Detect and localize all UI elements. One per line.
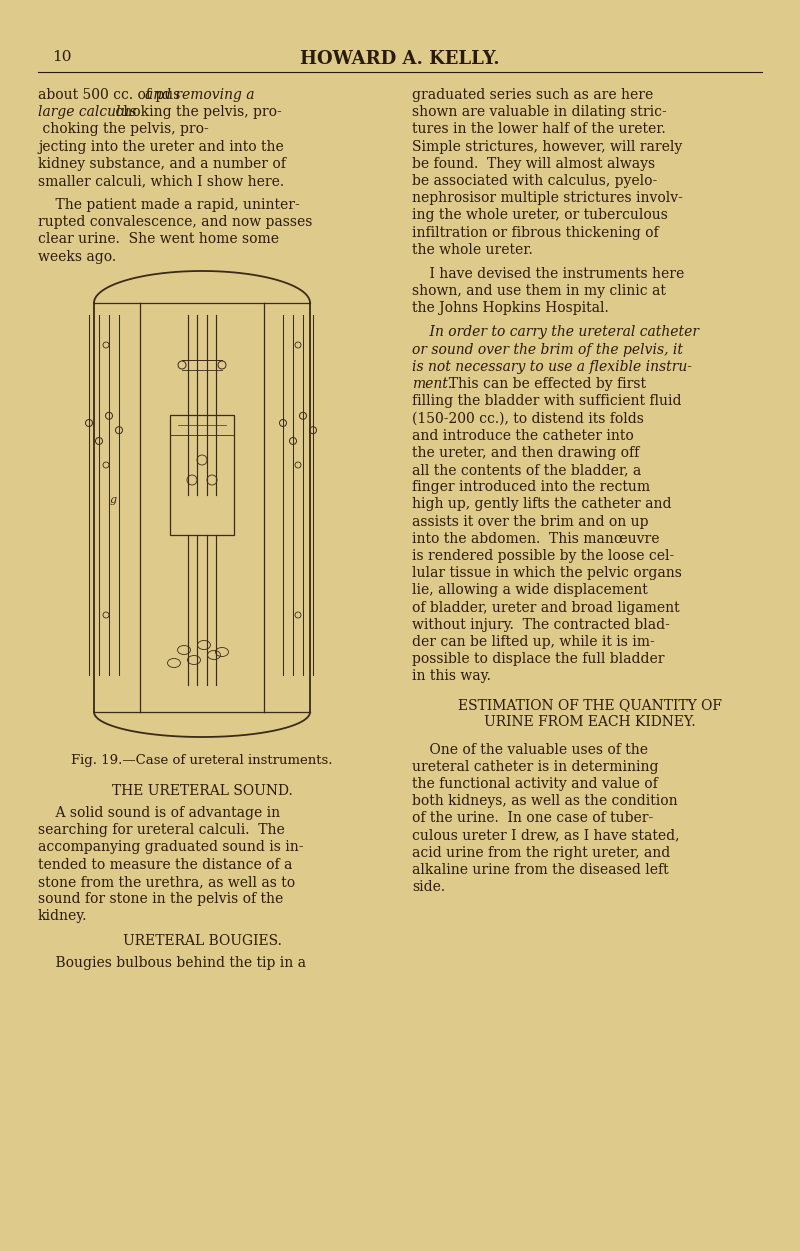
Text: the ureter, and then drawing off: the ureter, and then drawing off: [412, 445, 639, 460]
Text: ureteral catheter is in determining: ureteral catheter is in determining: [412, 759, 658, 774]
Text: and introduce the catheter into: and introduce the catheter into: [412, 429, 634, 443]
Text: about 500 cc. of pus: about 500 cc. of pus: [38, 88, 185, 103]
Text: the whole ureter.: the whole ureter.: [412, 243, 533, 256]
Text: One of the valuable uses of the: One of the valuable uses of the: [412, 743, 648, 757]
Text: ing the whole ureter, or tuberculous: ing the whole ureter, or tuberculous: [412, 209, 668, 223]
Text: infiltration or fibrous thickening of: infiltration or fibrous thickening of: [412, 225, 658, 240]
Text: acid urine from the right ureter, and: acid urine from the right ureter, and: [412, 846, 670, 859]
Text: of the urine.  In one case of tuber-: of the urine. In one case of tuber-: [412, 812, 654, 826]
Text: side.: side.: [412, 881, 445, 894]
Text: be associated with calculus, pyelo-: be associated with calculus, pyelo-: [412, 174, 658, 188]
Text: smaller calculi, which I show here.: smaller calculi, which I show here.: [38, 174, 284, 188]
Text: sound for stone in the pelvis of the: sound for stone in the pelvis of the: [38, 892, 283, 906]
Text: culous ureter I drew, as I have stated,: culous ureter I drew, as I have stated,: [412, 828, 679, 843]
Text: g: g: [110, 495, 117, 505]
Text: choking the pelvis, pro-: choking the pelvis, pro-: [38, 123, 209, 136]
Text: I have devised the instruments here: I have devised the instruments here: [412, 266, 684, 281]
Text: or sound over the brim of the pelvis, it: or sound over the brim of the pelvis, it: [412, 343, 683, 357]
Text: all the contents of the bladder, a: all the contents of the bladder, a: [412, 463, 642, 477]
Text: filling the bladder with sufficient fluid: filling the bladder with sufficient flui…: [412, 394, 682, 408]
Bar: [170, 415, 234, 535]
Text: stone from the urethra, as well as to: stone from the urethra, as well as to: [38, 874, 295, 888]
Text: alkaline urine from the diseased left: alkaline urine from the diseased left: [412, 863, 669, 877]
Text: shown, and use them in my clinic at: shown, and use them in my clinic at: [412, 284, 666, 298]
Text: the Johns Hopkins Hospital.: the Johns Hopkins Hospital.: [412, 301, 609, 315]
Text: HOWARD A. KELLY.: HOWARD A. KELLY.: [300, 50, 500, 68]
Text: clear urine.  She went home some: clear urine. She went home some: [38, 233, 279, 246]
Text: graduated series such as are here: graduated series such as are here: [412, 88, 654, 103]
Text: Simple strictures, however, will rarely: Simple strictures, however, will rarely: [412, 140, 682, 154]
Text: der can be lifted up, while it is im-: der can be lifted up, while it is im-: [412, 636, 654, 649]
Text: choking the pelvis, pro-: choking the pelvis, pro-: [111, 105, 282, 119]
Text: in this way.: in this way.: [412, 669, 491, 683]
Text: is rendered possible by the loose cel-: is rendered possible by the loose cel-: [412, 549, 674, 563]
Text: into the abdomen.  This manœuvre: into the abdomen. This manœuvre: [412, 532, 659, 545]
Text: large calculus: large calculus: [38, 105, 137, 119]
Text: tended to measure the distance of a: tended to measure the distance of a: [38, 858, 292, 872]
Text: high up, gently lifts the catheter and: high up, gently lifts the catheter and: [412, 498, 671, 512]
Text: lie, allowing a wide displacement: lie, allowing a wide displacement: [412, 583, 648, 598]
Text: ment.: ment.: [412, 377, 452, 392]
Text: weeks ago.: weeks ago.: [38, 250, 116, 264]
Text: In order to carry the ureteral catheter: In order to carry the ureteral catheter: [412, 325, 699, 339]
Text: nephrosisor multiple strictures involv-: nephrosisor multiple strictures involv-: [412, 191, 683, 205]
Text: searching for ureteral calculi.  The: searching for ureteral calculi. The: [38, 823, 285, 837]
Text: of bladder, ureter and broad ligament: of bladder, ureter and broad ligament: [412, 600, 680, 614]
Text: assists it over the brim and on up: assists it over the brim and on up: [412, 514, 649, 529]
Text: lular tissue in which the pelvic organs: lular tissue in which the pelvic organs: [412, 567, 682, 580]
Text: URETERAL BOUGIES.: URETERAL BOUGIES.: [122, 934, 282, 948]
Text: A solid sound is of advantage in: A solid sound is of advantage in: [38, 806, 280, 819]
Text: the functional activity and value of: the functional activity and value of: [412, 777, 658, 791]
Text: ESTIMATION OF THE QUANTITY OF: ESTIMATION OF THE QUANTITY OF: [458, 698, 722, 713]
Text: without injury.  The contracted blad-: without injury. The contracted blad-: [412, 618, 670, 632]
Text: shown are valuable in dilating stric-: shown are valuable in dilating stric-: [412, 105, 666, 119]
Text: Bougies bulbous behind the tip in a: Bougies bulbous behind the tip in a: [38, 957, 306, 971]
Text: jecting into the ureter and into the: jecting into the ureter and into the: [38, 140, 284, 154]
Text: finger introduced into the rectum: finger introduced into the rectum: [412, 480, 650, 494]
Text: Fig. 19.—Case of ureteral instruments.: Fig. 19.—Case of ureteral instruments.: [71, 754, 333, 767]
Text: THE URETERAL SOUND.: THE URETERAL SOUND.: [112, 784, 292, 798]
Text: rupted convalescence, and now passes: rupted convalescence, and now passes: [38, 215, 312, 229]
Text: accompanying graduated sound is in-: accompanying graduated sound is in-: [38, 841, 303, 854]
Text: This can be effected by first: This can be effected by first: [440, 377, 646, 392]
Text: (150-200 cc.), to distend its folds: (150-200 cc.), to distend its folds: [412, 412, 644, 425]
Text: possible to displace the full bladder: possible to displace the full bladder: [412, 652, 665, 667]
Text: both kidneys, as well as the condition: both kidneys, as well as the condition: [412, 794, 678, 808]
Text: tures in the lower half of the ureter.: tures in the lower half of the ureter.: [412, 123, 666, 136]
Text: The patient made a rapid, uninter-: The patient made a rapid, uninter-: [38, 198, 300, 213]
Text: 10: 10: [52, 50, 71, 64]
Text: and removing a: and removing a: [145, 88, 254, 103]
Text: be found.  They will almost always: be found. They will almost always: [412, 156, 655, 171]
Text: URINE FROM EACH KIDNEY.: URINE FROM EACH KIDNEY.: [484, 714, 696, 728]
Text: is not necessary to use a flexible instru-: is not necessary to use a flexible instr…: [412, 360, 692, 374]
Text: kidney.: kidney.: [38, 909, 87, 923]
Text: kidney substance, and a number of: kidney substance, and a number of: [38, 156, 286, 171]
